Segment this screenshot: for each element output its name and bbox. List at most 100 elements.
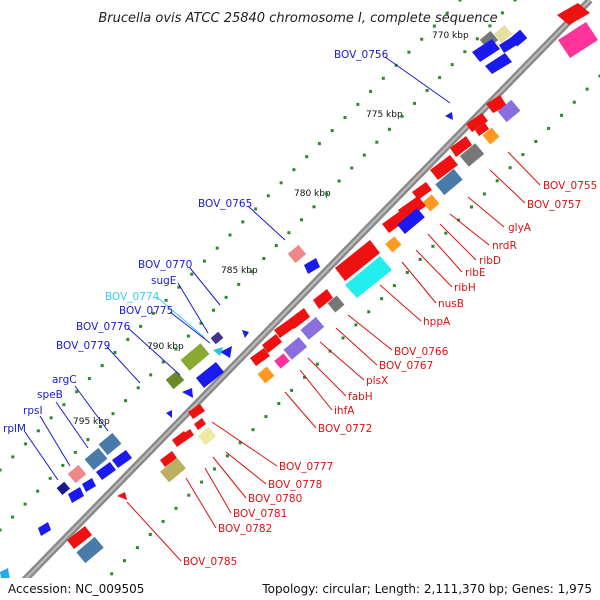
track-dot (290, 389, 293, 392)
track-dot (229, 234, 232, 237)
track-dot (114, 351, 117, 354)
label-rpsI[interactable]: rpsI (23, 405, 43, 417)
label-sugE[interactable]: sugE (151, 275, 176, 287)
track-dot (275, 244, 278, 247)
label-ribE[interactable]: ribE (465, 267, 486, 279)
track-dot (62, 403, 65, 406)
label-speB[interactable]: speB (37, 389, 63, 401)
leader-line (380, 285, 421, 321)
label-nusB[interactable]: nusB (438, 298, 464, 310)
track-dot (149, 373, 152, 376)
leader-line (158, 298, 205, 338)
track-dot (338, 180, 341, 183)
track-dot (37, 429, 40, 432)
label-ribD[interactable]: ribD (479, 255, 501, 267)
label-BOV_0782[interactable]: BOV_0782 (218, 523, 272, 535)
track-dot (190, 273, 193, 276)
gene-feature (283, 337, 307, 360)
track-dot (264, 415, 267, 418)
label-BOV_0767[interactable]: BOV_0767 (379, 360, 433, 372)
label-hppA[interactable]: hppA (423, 316, 451, 328)
label-BOV_0778[interactable]: BOV_0778 (268, 479, 322, 491)
gene-feature (213, 347, 223, 356)
track-dot (488, 24, 491, 27)
label-ihfA[interactable]: ihfA (334, 405, 355, 417)
label-fabH[interactable]: fabH (348, 391, 373, 403)
label-plsX[interactable]: plsX (366, 375, 388, 387)
label-BOV_0780[interactable]: BOV_0780 (248, 493, 302, 505)
leader-line (428, 234, 462, 272)
track-dot (431, 245, 434, 248)
map-title: Brucella ovis ATCC 25840 chromosome I, c… (98, 11, 497, 26)
leader-line (25, 432, 58, 480)
track-dot (250, 270, 253, 273)
track-dot (509, 166, 512, 169)
track-dot (393, 284, 396, 287)
leader-line (416, 250, 452, 287)
label-BOV_0757[interactable]: BOV_0757 (527, 199, 581, 211)
leader-line (300, 370, 332, 410)
track-dot (388, 128, 391, 131)
leader-line (212, 422, 277, 466)
track-dot (344, 116, 347, 119)
label-BOV_0774[interactable]: BOV_0774 (105, 291, 160, 303)
track-dot (24, 442, 27, 445)
leader-line (248, 206, 285, 240)
label-ribH[interactable]: ribH (454, 282, 476, 294)
label-BOV_0776[interactable]: BOV_0776 (76, 321, 131, 333)
track-dot (139, 325, 142, 328)
leader-line (40, 416, 70, 466)
gene-feature (166, 371, 184, 389)
accession-text: Accession: NC_009505 (8, 582, 144, 596)
track-dot (287, 231, 290, 234)
label-BOV_0781[interactable]: BOV_0781 (233, 508, 287, 520)
label-argC[interactable]: argC (52, 374, 77, 386)
label-BOV_0766[interactable]: BOV_0766 (394, 346, 449, 358)
label-BOV_0772[interactable]: BOV_0772 (318, 423, 372, 435)
track-dot (313, 205, 316, 208)
label-BOV_0765[interactable]: BOV_0765 (198, 198, 252, 210)
track-dot (483, 192, 486, 195)
track-dot (433, 25, 436, 28)
label-BOV_0775[interactable]: BOV_0775 (119, 305, 173, 317)
track-dot (342, 337, 345, 340)
track-dot (252, 428, 255, 431)
track-dot (547, 127, 550, 130)
track-dot (470, 206, 473, 209)
leader-line (440, 224, 476, 260)
track-dot (112, 412, 115, 415)
gene-feature (68, 487, 84, 503)
track-dot (50, 416, 53, 419)
label-BOV_0755[interactable]: BOV_0755 (543, 180, 597, 192)
track-dot (126, 338, 129, 341)
track-dot (521, 153, 524, 156)
track-dot (350, 167, 353, 170)
label-BOV_0779[interactable]: BOV_0779 (56, 340, 110, 352)
leader-line (190, 268, 220, 305)
track-dot (165, 299, 168, 302)
label-BOV_0756[interactable]: BOV_0756 (334, 49, 389, 61)
label-BOV_0770[interactable]: BOV_0770 (138, 259, 192, 271)
track-dot (318, 142, 321, 145)
track-dot (476, 37, 479, 40)
label-BOV_0785[interactable]: BOV_0785 (183, 556, 237, 568)
label-rplM[interactable]: rplM (3, 423, 26, 435)
track-dot (300, 218, 303, 221)
track-dot (0, 469, 2, 472)
gene-feature (112, 450, 132, 468)
gene-feature (242, 330, 249, 338)
left-labels: BOV_0756 BOV_0765 BOV_0770 sugE BOV_0774… (3, 49, 389, 435)
label-BOV_0777[interactable]: BOV_0777 (279, 461, 333, 473)
track-dot (212, 309, 215, 312)
footer-bar: Accession: NC_009505 Topology: circular;… (0, 578, 600, 600)
track-dot (420, 38, 423, 41)
track-dot (560, 114, 563, 117)
track-dot (419, 258, 422, 261)
track-dot (49, 477, 52, 480)
tick-775: 775 kbp (366, 110, 403, 120)
track-dot (305, 155, 308, 158)
track-dot (586, 88, 589, 91)
track-dot (413, 102, 416, 105)
label-glyA[interactable]: glyA (508, 222, 532, 234)
label-nrdR[interactable]: nrdR (492, 240, 517, 252)
